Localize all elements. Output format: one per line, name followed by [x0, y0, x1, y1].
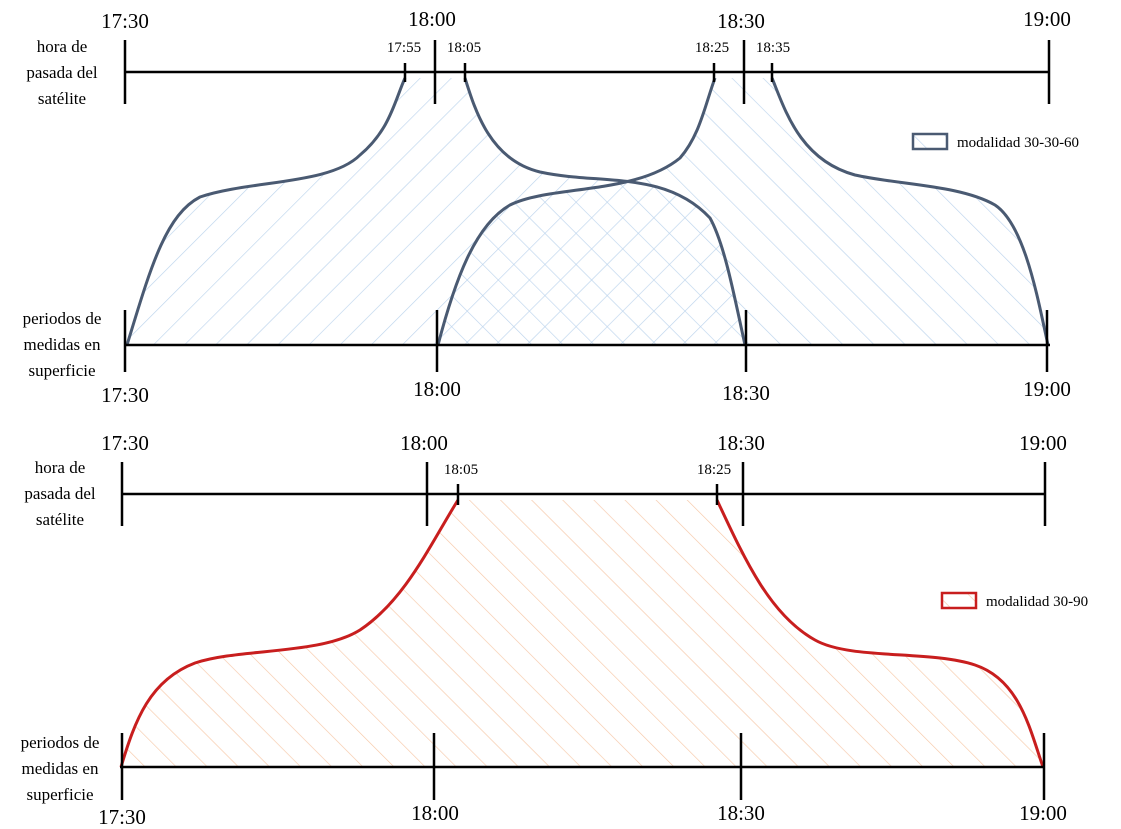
top-sat-label: pasada del: [26, 63, 98, 82]
bottom-surf-tick-label: 18:30: [717, 801, 765, 825]
bottom-sat-tick-label: 17:30: [101, 431, 149, 455]
bottom-sat-label: hora de: [35, 458, 86, 477]
top-curve-b-right: [770, 77, 1050, 346]
top-surf-tick-label: 18:30: [722, 381, 770, 405]
top-surf-label: medidas en: [24, 335, 101, 354]
top-panel: 17:30 18:00 18:30 19:00 17:55 18:05 18:2…: [23, 7, 1079, 407]
bottom-surf-tick-label: 18:00: [411, 801, 459, 825]
bottom-surf-tick-label: 19:00: [1019, 801, 1067, 825]
top-sat-minor-label: 18:35: [756, 40, 790, 56]
bottom-sat-minor-label: 18:25: [697, 462, 731, 478]
bottom-sat-tick-label: 19:00: [1019, 431, 1067, 455]
top-legend-label: modalidad 30-30-60: [957, 135, 1079, 151]
bottom-panel: 17:30 18:00 18:30 19:00 18:05 18:25 hora…: [21, 431, 1089, 829]
bottom-region-fill: [121, 500, 1043, 767]
top-sat-minor-label: 18:05: [447, 40, 481, 56]
top-surf-tick-label: 17:30: [101, 383, 149, 407]
bottom-sat-tick-label: 18:30: [717, 431, 765, 455]
top-region-b-fill: [438, 78, 1048, 345]
top-legend-swatch: [911, 132, 949, 151]
bottom-sat-label: pasada del: [24, 484, 96, 503]
top-curve-a-left: [125, 77, 407, 346]
top-sat-label: hora de: [37, 37, 88, 56]
top-sat-tick-label: 17:30: [101, 9, 149, 33]
bottom-surf-tick-label: 17:30: [98, 805, 146, 829]
bottom-surf-label: medidas en: [22, 759, 99, 778]
bottom-surf-label: periodos de: [21, 733, 100, 752]
top-sat-tick-label: 19:00: [1023, 7, 1071, 31]
top-sat-minor-label: 18:25: [695, 40, 729, 56]
top-sat-tick-label: 18:30: [717, 9, 765, 33]
bottom-legend-label: modalidad 30-90: [986, 594, 1088, 610]
bottom-sat-label: satélite: [36, 510, 84, 529]
top-sat-minor-label: 17:55: [387, 40, 421, 56]
top-surf-tick-label: 19:00: [1023, 377, 1071, 401]
top-surf-label: periodos de: [23, 309, 102, 328]
bottom-legend-swatch: [940, 591, 978, 610]
top-sat-label: satélite: [38, 89, 86, 108]
bottom-sat-tick-label: 18:00: [400, 431, 448, 455]
top-surf-label: superficie: [28, 361, 95, 380]
top-legend: modalidad 30-30-60: [911, 132, 1079, 151]
bottom-legend: modalidad 30-90: [940, 591, 1088, 610]
top-curve-b-left: [436, 77, 717, 346]
bottom-sat-minor-label: 18:05: [444, 462, 478, 478]
bottom-surf-label: superficie: [26, 785, 93, 804]
bottom-curve-right: [715, 499, 1045, 768]
bottom-curve-left: [119, 499, 460, 768]
top-sat-tick-label: 18:00: [408, 7, 456, 31]
top-surf-tick-label: 18:00: [413, 377, 461, 401]
